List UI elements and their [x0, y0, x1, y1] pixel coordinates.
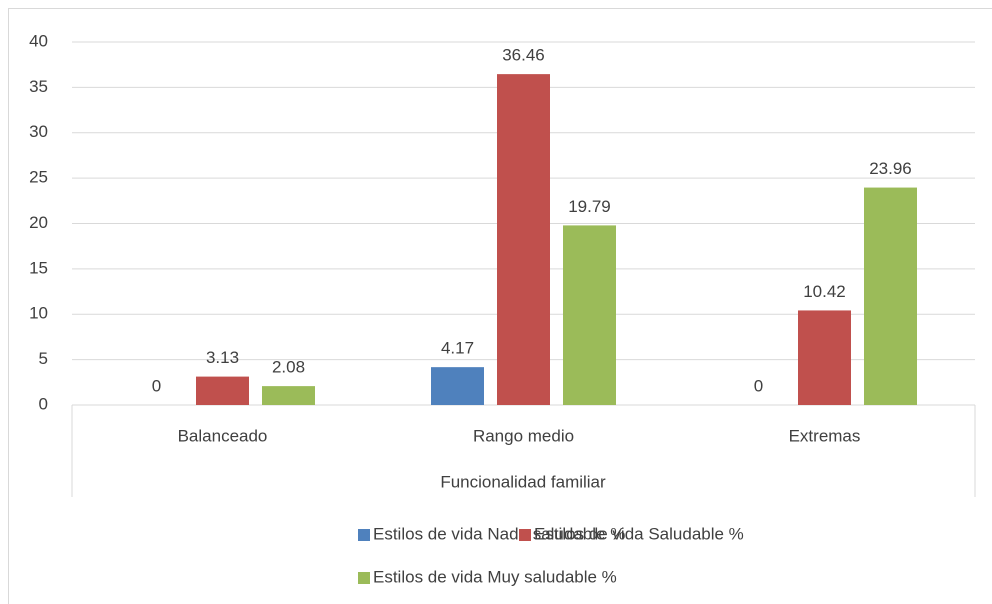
data-label: 4.17	[441, 339, 474, 358]
bar	[431, 367, 484, 405]
y-tick-label: 20	[29, 213, 48, 232]
y-tick-label: 5	[39, 349, 48, 368]
y-tick-label: 40	[29, 31, 48, 50]
x-tick-label: Extremas	[789, 426, 861, 445]
bar	[196, 376, 249, 405]
data-label: 36.46	[502, 46, 545, 65]
y-tick-label: 15	[29, 258, 48, 277]
y-tick-label: 10	[29, 304, 48, 323]
legend-swatch	[358, 529, 370, 541]
data-label: 3.13	[206, 348, 239, 367]
legend-swatch	[358, 572, 370, 584]
x-tick-label: Rango medio	[473, 426, 574, 445]
bar	[262, 386, 315, 405]
data-label: 2.08	[272, 358, 305, 377]
bar	[864, 187, 917, 405]
y-tick-label: 25	[29, 168, 48, 187]
y-tick-label: 30	[29, 122, 48, 141]
bar	[798, 310, 851, 405]
data-label: 19.79	[568, 197, 611, 216]
legend-label: Estilos de vida Saludable %	[534, 524, 744, 543]
legend-label: Estilos de vida Nada saludable %	[373, 524, 625, 543]
bar	[497, 74, 550, 406]
y-tick-label: 35	[29, 77, 48, 96]
data-label: 0	[152, 376, 161, 395]
chart-border	[8, 8, 992, 604]
data-label: 23.96	[869, 159, 912, 178]
x-tick-label: Balanceado	[178, 426, 268, 445]
legend-swatch	[519, 529, 531, 541]
data-label: 10.42	[803, 282, 846, 301]
bar	[563, 225, 616, 405]
legend-label: Estilos de vida Muy saludable %	[373, 567, 617, 586]
x-axis-title: Funcionalidad familiar	[440, 472, 606, 491]
y-tick-label: 0	[39, 394, 48, 413]
data-label: 0	[754, 376, 763, 395]
